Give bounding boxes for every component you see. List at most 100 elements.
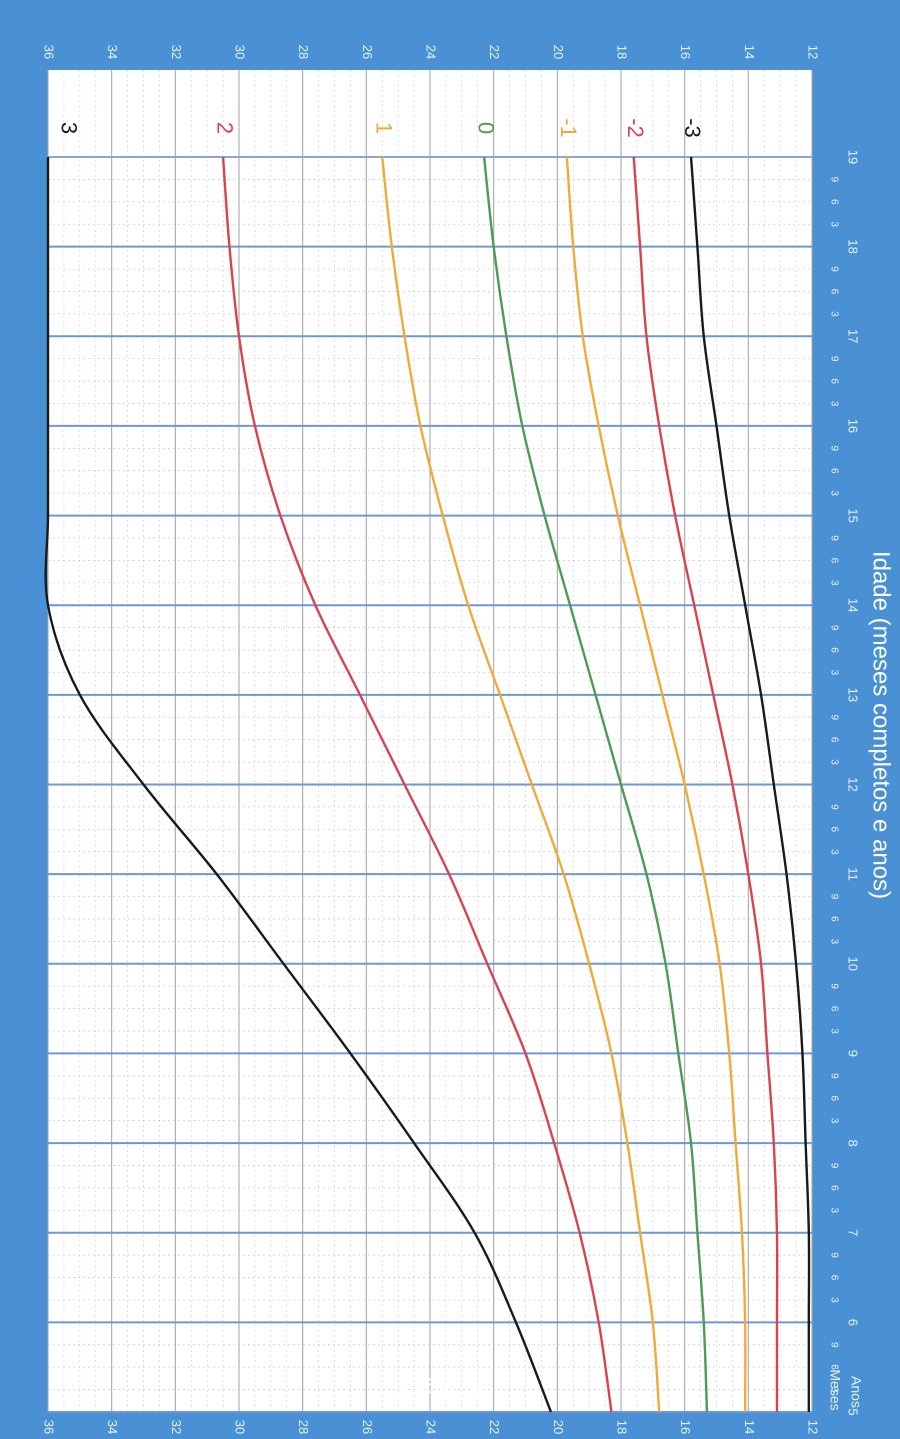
age-month-tick-label: 3 bbox=[828, 1297, 839, 1303]
age-month-tick-label: 9 bbox=[828, 804, 839, 810]
curve-label-3: 3 bbox=[56, 122, 81, 134]
curve-sd-0 bbox=[482, 156, 709, 1413]
bmi-tick-label: 12 bbox=[806, 1420, 821, 1434]
curve-sd-1 bbox=[381, 156, 661, 1413]
age-month-tick-label: 6 bbox=[828, 827, 839, 833]
bmi-tick-label: 34 bbox=[105, 1420, 120, 1434]
age-month-tick-label: 3 bbox=[828, 670, 839, 676]
age-year-tick-label: 5 bbox=[846, 1408, 861, 1415]
age-month-tick-label: 3 bbox=[828, 1387, 839, 1393]
age-month-tick-label: 9 bbox=[828, 983, 839, 989]
curve-sd--3 bbox=[689, 156, 811, 1413]
curve-label--1: -1 bbox=[556, 118, 581, 138]
age-month-tick-label: 9 bbox=[828, 266, 839, 272]
age-month-tick-label: 9 bbox=[828, 356, 839, 362]
age-year-tick-label: 8 bbox=[846, 1139, 861, 1146]
bmi-tick-label: 14 bbox=[742, 1420, 757, 1434]
age-month-tick-label: 6 bbox=[828, 737, 839, 743]
age-month-tick-label: 9 bbox=[828, 714, 839, 720]
bmi-tick-label: 32 bbox=[169, 1420, 184, 1434]
curve-sd--1 bbox=[565, 156, 747, 1413]
bmi-tick-label: 30 bbox=[233, 45, 248, 59]
age-month-tick-label: 6 bbox=[828, 1095, 839, 1101]
age-year-tick-label: 11 bbox=[846, 867, 861, 881]
age-month-tick-label: 6 bbox=[828, 558, 839, 564]
age-month-tick-label: 9 bbox=[828, 625, 839, 631]
age-year-tick-label: 10 bbox=[846, 957, 861, 971]
age-month-tick-label: 3 bbox=[828, 939, 839, 945]
age-month-tick-label: 6 bbox=[828, 1006, 839, 1012]
age-year-tick-label: 16 bbox=[846, 419, 861, 433]
bmi-tick-label: 26 bbox=[360, 1420, 375, 1434]
bmi-tick-label: 26 bbox=[360, 45, 375, 59]
age-month-tick-label: 6 bbox=[828, 1364, 839, 1370]
bmi-tick-label: 28 bbox=[296, 1420, 311, 1434]
bmi-tick-label: 24 bbox=[424, 1420, 439, 1434]
bmi-tick-label: 16 bbox=[678, 45, 693, 59]
age-year-tick-label: 19 bbox=[846, 150, 861, 164]
axis-titles: Idade (meses completos e anos) IMC (kg/m… bbox=[389, 551, 895, 1411]
bmi-tick-label: 18 bbox=[615, 1420, 630, 1434]
age-year-tick-label: 7 bbox=[846, 1229, 861, 1236]
curve-label-2: 2 bbox=[212, 122, 237, 134]
age-month-tick-label: 3 bbox=[828, 401, 839, 407]
age-year-tick-label: 14 bbox=[846, 598, 861, 612]
bmi-tick-label: 16 bbox=[678, 1420, 693, 1434]
bmi-tick-label: 30 bbox=[233, 1420, 248, 1434]
age-month-tick-label: 9 bbox=[828, 1073, 839, 1079]
curve-sd--2 bbox=[632, 156, 779, 1413]
bmi-tick-label: 32 bbox=[169, 45, 184, 59]
age-month-tick-label: 3 bbox=[828, 759, 839, 765]
curve-label-0: 0 bbox=[473, 122, 498, 134]
z-score-curves bbox=[44, 156, 811, 1413]
bmi-tick-label: 20 bbox=[551, 1420, 566, 1434]
age-month-tick-label: 3 bbox=[828, 490, 839, 496]
age-year-tick-label: 13 bbox=[846, 688, 861, 702]
age-month-tick-label: 6 bbox=[828, 289, 839, 295]
bmi-tick-label: 14 bbox=[742, 45, 757, 59]
bmi-tick-label: 36 bbox=[42, 45, 57, 59]
curve-sd-2 bbox=[221, 156, 613, 1413]
age-month-tick-label: 6 bbox=[828, 916, 839, 922]
curve-sd-3 bbox=[44, 157, 553, 1413]
age-month-tick-label: 9 bbox=[828, 1163, 839, 1169]
grid-lines bbox=[47, 70, 813, 1413]
age-month-tick-label: 9 bbox=[828, 894, 839, 900]
age-year-tick-label: 12 bbox=[846, 777, 861, 791]
bmi-tick-label: 28 bbox=[296, 45, 311, 59]
years-unit-label: Anos bbox=[848, 1376, 864, 1408]
age-year-tick-label: 17 bbox=[846, 329, 861, 343]
curve-label--3: -3 bbox=[680, 118, 705, 138]
bmi-tick-label: 22 bbox=[487, 45, 502, 59]
curve-label--2: -2 bbox=[623, 118, 648, 138]
bmi-tick-label: 12 bbox=[806, 45, 821, 59]
age-month-tick-label: 6 bbox=[828, 1185, 839, 1191]
axis-ticks: 1212141416161818202022222424262628283030… bbox=[42, 45, 861, 1434]
bmi-tick-label: 24 bbox=[424, 45, 439, 59]
age-month-tick-label: 9 bbox=[828, 1252, 839, 1258]
age-month-tick-label: 6 bbox=[828, 1275, 839, 1281]
bmi-tick-label: 36 bbox=[42, 1420, 57, 1434]
age-month-tick-label: 3 bbox=[828, 221, 839, 227]
age-month-tick-label: 9 bbox=[828, 177, 839, 183]
age-month-tick-label: 3 bbox=[828, 1118, 839, 1124]
age-month-tick-label: 6 bbox=[828, 647, 839, 653]
age-year-tick-label: 18 bbox=[846, 239, 861, 253]
age-month-tick-label: 6 bbox=[828, 378, 839, 384]
y-axis-title: IMC (kg/m²) bbox=[389, 1377, 500, 1400]
curve-label-1: 1 bbox=[371, 122, 396, 134]
bmi-tick-label: 22 bbox=[487, 1420, 502, 1434]
age-year-tick-label: 15 bbox=[846, 508, 861, 522]
age-month-tick-label: 3 bbox=[828, 311, 839, 317]
months-unit-label: Meses bbox=[827, 1369, 843, 1410]
age-month-tick-label: 6 bbox=[828, 468, 839, 474]
bmi-tick-label: 18 bbox=[615, 45, 630, 59]
age-year-tick-label: 6 bbox=[846, 1319, 861, 1326]
age-month-tick-label: 3 bbox=[828, 580, 839, 586]
curve-labels: 3 2 1 0 -1 -2 -3 bbox=[56, 118, 705, 138]
age-year-tick-label: 9 bbox=[846, 1050, 861, 1057]
age-month-tick-label: 6 bbox=[828, 199, 839, 205]
age-month-tick-label: 3 bbox=[828, 1028, 839, 1034]
